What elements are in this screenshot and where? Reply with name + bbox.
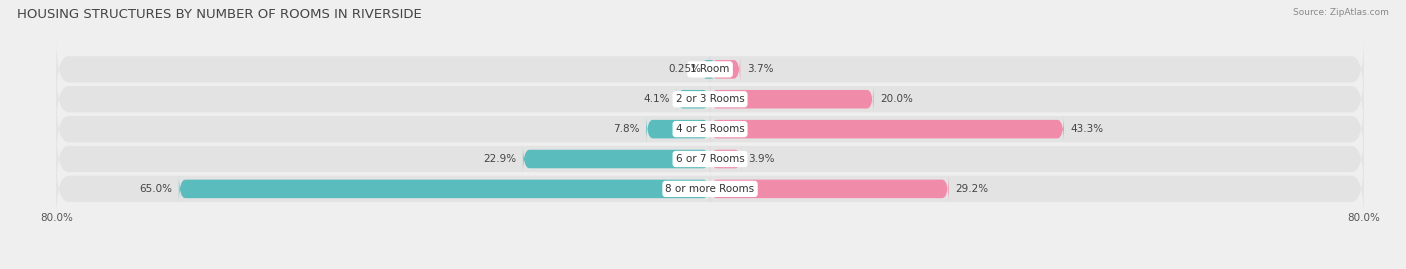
FancyBboxPatch shape — [56, 157, 1364, 221]
Text: 3.7%: 3.7% — [747, 64, 773, 74]
Text: 4 or 5 Rooms: 4 or 5 Rooms — [676, 124, 744, 134]
FancyBboxPatch shape — [710, 144, 742, 174]
Text: 6 or 7 Rooms: 6 or 7 Rooms — [676, 154, 744, 164]
FancyBboxPatch shape — [710, 115, 1064, 144]
Text: 1 Room: 1 Room — [690, 64, 730, 74]
FancyBboxPatch shape — [710, 174, 949, 204]
FancyBboxPatch shape — [179, 174, 710, 204]
Text: 3.9%: 3.9% — [748, 154, 775, 164]
Text: 2 or 3 Rooms: 2 or 3 Rooms — [676, 94, 744, 104]
FancyBboxPatch shape — [56, 38, 1364, 101]
FancyBboxPatch shape — [56, 68, 1364, 131]
FancyBboxPatch shape — [56, 127, 1364, 191]
Text: 8 or more Rooms: 8 or more Rooms — [665, 184, 755, 194]
Text: 22.9%: 22.9% — [484, 154, 516, 164]
Text: 43.3%: 43.3% — [1070, 124, 1104, 134]
FancyBboxPatch shape — [676, 84, 710, 114]
FancyBboxPatch shape — [703, 55, 714, 84]
Text: 65.0%: 65.0% — [139, 184, 173, 194]
FancyBboxPatch shape — [710, 55, 741, 84]
FancyBboxPatch shape — [56, 97, 1364, 161]
Text: HOUSING STRUCTURES BY NUMBER OF ROOMS IN RIVERSIDE: HOUSING STRUCTURES BY NUMBER OF ROOMS IN… — [17, 8, 422, 21]
FancyBboxPatch shape — [710, 84, 873, 114]
Text: Source: ZipAtlas.com: Source: ZipAtlas.com — [1294, 8, 1389, 17]
Text: 7.8%: 7.8% — [613, 124, 640, 134]
Text: 29.2%: 29.2% — [955, 184, 988, 194]
FancyBboxPatch shape — [523, 144, 710, 174]
Text: 4.1%: 4.1% — [644, 94, 671, 104]
FancyBboxPatch shape — [647, 115, 710, 144]
Text: 0.25%: 0.25% — [668, 64, 702, 74]
Text: 20.0%: 20.0% — [880, 94, 912, 104]
